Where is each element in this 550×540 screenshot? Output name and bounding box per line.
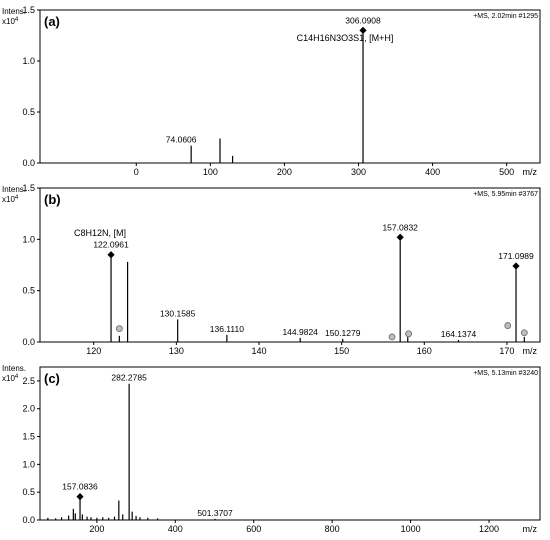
y-axis-scale: x104: [2, 374, 19, 383]
x-tick-label: 150: [334, 346, 349, 356]
peak-label: 150.1279: [325, 328, 361, 338]
spectrum-panel: 0.0 0.5 1.0 1.5 0 100 200 300 400 500 Intens.x104 m…: [2, 5, 541, 177]
x-tick-label: 130: [169, 346, 184, 356]
y-tick-label: 0.5: [22, 487, 35, 497]
spectrum-panel: 0.0 0.5 1.0 1.5 120 130 140 150 160 170 Intens.x10…: [2, 183, 541, 356]
plot-frame: [39, 9, 541, 164]
peak-marker-circle: [504, 322, 512, 329]
peak-label: 136.1110: [210, 324, 244, 334]
x-tick-label: 160: [417, 346, 432, 356]
panel-label: (b): [44, 192, 61, 207]
peak-label: 144.9824: [282, 327, 318, 337]
peak-label: 122.0961: [93, 240, 129, 250]
x-tick-label: 170: [499, 346, 514, 356]
plot-frame: [39, 366, 541, 521]
peak-label: 501.3707: [197, 508, 233, 518]
x-tick-label: 500: [499, 167, 514, 177]
peak-marker-circle: [405, 330, 412, 338]
peak-marker-diamond: [107, 251, 115, 259]
x-tick-label: 400: [425, 167, 440, 177]
acquisition-info: +MS, 2.02min #1295: [473, 13, 538, 20]
y-axis-scale-exponent: 4: [15, 17, 19, 23]
x-tick-label: 120: [86, 346, 101, 356]
y-axis-scale: x104: [2, 195, 19, 204]
peak-label: 74.0606: [166, 135, 197, 145]
x-axis-label: m/z: [523, 167, 538, 177]
acquisition-info: +MS, 5.13min #3240: [473, 370, 538, 377]
y-tick-label: 2.0: [22, 404, 35, 414]
x-tick-label: 1000: [401, 524, 421, 534]
y-tick-label: 0.5: [22, 286, 35, 296]
x-tick-label: 600: [246, 524, 261, 534]
y-axis-scale-exponent: 4: [15, 195, 19, 201]
y-tick-label: 0.0: [22, 158, 35, 168]
x-tick-label: 400: [168, 524, 183, 534]
spectrum-panel: 0.0 0.5 1.0 1.5 2.0 2.5 200 400 600 800 1000 1200 In…: [2, 364, 541, 534]
peak-label: 164.1374: [441, 329, 477, 339]
peak-label: 171.0989: [498, 251, 534, 261]
panel-label: (c): [44, 371, 60, 386]
y-tick-label: 1.0: [22, 56, 35, 66]
x-tick-label: 200: [277, 167, 292, 177]
peak-label: 130.1585: [160, 308, 196, 318]
peak-marker-circle: [388, 333, 396, 341]
x-tick-label: 140: [251, 346, 266, 356]
peak-marker-circle: [520, 329, 528, 337]
x-tick-label: 1200: [479, 524, 499, 534]
y-tick-label: 1.5: [22, 432, 35, 442]
peak-label: 157.0836: [62, 482, 98, 492]
peak-marker-diamond: [76, 493, 84, 501]
y-tick-label: 0.0: [22, 337, 35, 347]
y-tick-label: 1.0: [22, 459, 35, 469]
peak-marker-diamond: [396, 233, 404, 241]
y-tick-label: 0.0: [22, 515, 35, 525]
formula-annotation: C14H16N3O3S1, [M+H]: [297, 33, 394, 43]
y-axis-scale: x104: [2, 17, 19, 26]
acquisition-info: +MS, 5.95min #3767: [473, 191, 538, 198]
y-axis-label: Intens.: [2, 7, 26, 16]
peak-label: 282.2785: [111, 373, 147, 383]
peak-marker-diamond: [359, 26, 367, 34]
plot-frame: [39, 187, 541, 343]
y-tick-label: 0.5: [22, 107, 35, 117]
peak-label: 157.0832: [382, 222, 418, 232]
x-tick-label: 0: [134, 167, 139, 177]
x-axis-label: m/z: [523, 346, 538, 356]
x-tick-label: 200: [89, 524, 104, 534]
y-axis-label: Intens.: [2, 364, 26, 373]
y-axis-label: Intens.: [2, 185, 26, 194]
formula-annotation: C8H12N, [M]: [74, 228, 126, 238]
y-tick-label: 1.5: [22, 5, 35, 15]
peak-marker-circle: [115, 325, 123, 333]
x-tick-label: 800: [325, 524, 340, 534]
x-tick-label: 100: [203, 167, 218, 177]
y-tick-label: 1.0: [22, 234, 35, 244]
y-tick-label: 1.5: [22, 183, 35, 193]
peak-label: 306.0908: [345, 15, 381, 25]
x-axis-label: m/z: [523, 524, 538, 534]
peak-marker-diamond: [512, 262, 520, 270]
panel-label: (a): [44, 14, 60, 29]
y-tick-label: 2.5: [22, 376, 35, 386]
y-axis-scale-exponent: 4: [15, 374, 19, 380]
x-tick-label: 300: [351, 167, 366, 177]
